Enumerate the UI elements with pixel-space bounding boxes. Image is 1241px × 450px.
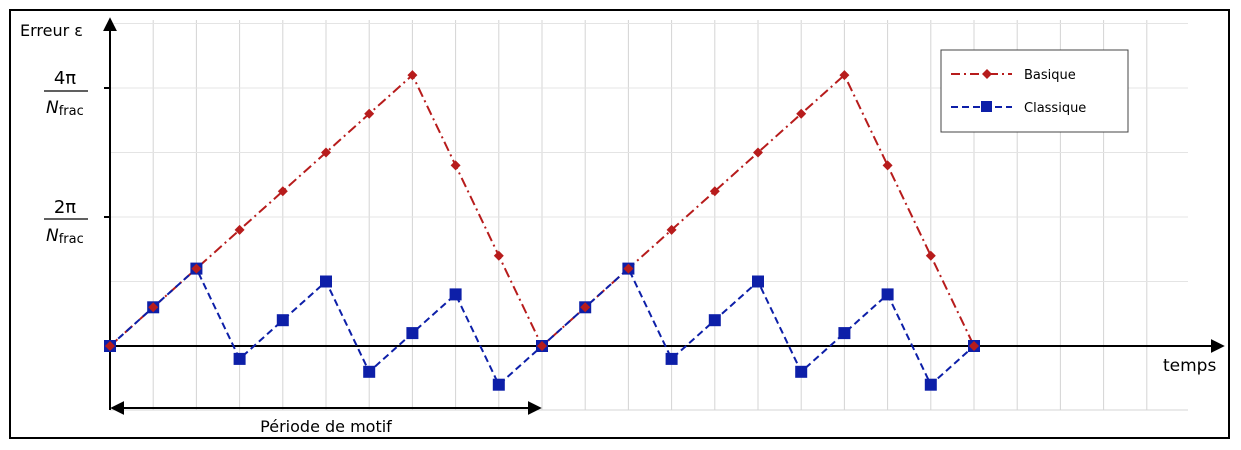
data-point-basique	[493, 250, 504, 261]
data-point-classique	[406, 327, 419, 340]
legend-label-basique: Basique	[1024, 68, 1076, 83]
data-point-classique	[233, 352, 246, 365]
y-tick-2pi-numerator: 2π	[54, 197, 76, 218]
data-point-basique	[969, 341, 979, 351]
data-point-basique	[148, 302, 159, 313]
y-axis-label: Erreur ε	[20, 21, 83, 40]
y-tick-2pi-denominator-main: N	[46, 226, 59, 246]
data-point-basique	[234, 224, 245, 235]
legend: Basique Classique	[940, 49, 1129, 133]
data-point-basique	[882, 160, 893, 171]
data-point-classique	[363, 365, 376, 378]
period-annotation: Période de motif	[110, 401, 542, 436]
data-point-classique	[276, 314, 289, 327]
data-point-basique	[709, 186, 720, 197]
data-point-basique	[796, 108, 807, 119]
legend-label-classique: Classique	[1024, 101, 1086, 116]
data-point-classique	[492, 378, 505, 391]
data-point-classique	[924, 378, 937, 391]
data-point-basique	[407, 70, 418, 81]
data-point-basique	[450, 160, 461, 171]
series-layer	[104, 70, 980, 391]
data-point-classique	[320, 275, 332, 288]
data-point-basique	[623, 263, 634, 274]
data-point-basique	[364, 108, 375, 119]
x-axis-label: temps	[1163, 356, 1216, 376]
y-tick-label-4pi: 4π Nfrac	[44, 68, 88, 119]
data-point-classique	[881, 288, 894, 301]
y-tick-4pi-denominator-sub: frac	[59, 104, 84, 119]
data-point-classique	[752, 275, 764, 288]
data-point-basique	[537, 341, 547, 351]
data-point-basique	[277, 186, 288, 197]
y-tick-4pi-numerator: 4π	[54, 68, 76, 89]
data-point-classique	[449, 288, 462, 301]
data-point-basique	[839, 70, 850, 81]
y-tick-2pi-denominator-sub: frac	[59, 232, 84, 247]
period-label: Période de motif	[260, 417, 392, 436]
data-point-classique	[838, 327, 851, 340]
data-point-basique	[580, 302, 591, 313]
data-point-basique	[666, 224, 677, 235]
legend-marker-classique	[981, 101, 992, 112]
y-tick-4pi-denominator-main: N	[46, 98, 59, 118]
data-point-basique	[753, 147, 763, 158]
y-tick-4pi-denominator: Nfrac	[46, 98, 84, 119]
data-point-classique	[708, 314, 721, 327]
data-point-basique	[191, 263, 202, 274]
data-point-classique	[665, 352, 678, 365]
data-point-classique	[795, 365, 808, 378]
y-tick-2pi-denominator: Nfrac	[46, 226, 84, 247]
data-point-basique	[321, 147, 331, 158]
legend-box	[940, 49, 1129, 133]
data-point-basique	[925, 250, 936, 261]
data-point-basique	[105, 341, 115, 351]
y-tick-label-2pi: 2π Nfrac	[44, 197, 88, 247]
legend-marker-basique	[982, 69, 992, 79]
